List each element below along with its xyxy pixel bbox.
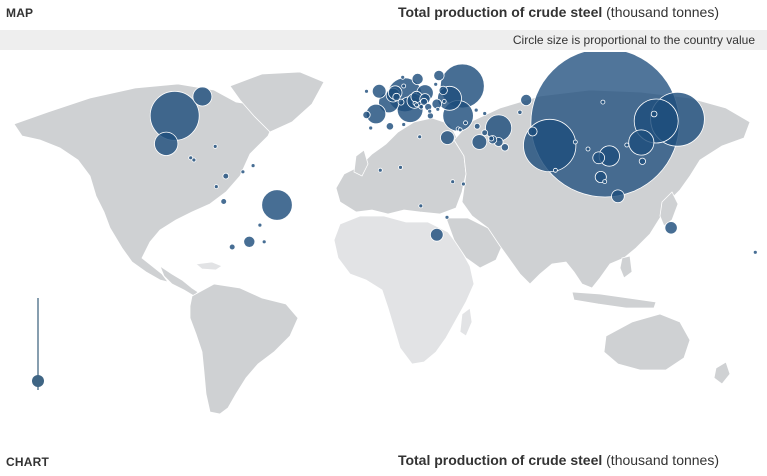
landmass-north-america <box>13 83 277 283</box>
bubble-saudi-arabia[interactable] <box>471 134 488 150</box>
bubble-jordan[interactable] <box>457 127 463 133</box>
bubble-bosnia-and-herzegovina[interactable] <box>418 104 424 110</box>
bubble-brazil[interactable] <box>261 189 293 221</box>
bubble-australia[interactable] <box>664 221 678 235</box>
bubble-korea-dpr[interactable] <box>650 110 658 118</box>
bubble-luxembourg[interactable] <box>392 92 401 102</box>
world-bubble-map[interactable] <box>0 52 767 442</box>
bubble-mexico[interactable] <box>154 131 179 156</box>
landmass-arabia <box>445 217 503 269</box>
bubble-sweden[interactable] <box>411 72 424 85</box>
size-legend[interactable] <box>32 298 44 390</box>
bubble-chile[interactable] <box>228 243 236 251</box>
bubble-finland[interactable] <box>433 69 445 82</box>
bubble-azerbaijan[interactable] <box>482 111 488 116</box>
bubble-taiwan[interactable] <box>628 129 655 156</box>
bubble-angola[interactable] <box>418 203 424 209</box>
bubble-oman[interactable] <box>500 143 509 152</box>
bubble-macedonia[interactable] <box>427 108 433 114</box>
bubble-ghana[interactable] <box>377 167 383 173</box>
bubble-uzbekistan[interactable] <box>517 109 523 115</box>
landmass-new-zealand <box>713 361 731 385</box>
chart-title: Total production of crude steel (thousan… <box>398 452 719 468</box>
bubble-philippines[interactable] <box>638 157 647 165</box>
landmass-madagascar <box>459 307 473 337</box>
bubble-zimbabwe[interactable] <box>444 214 450 220</box>
bubble-colombia[interactable] <box>222 172 230 180</box>
bubble-kuwait[interactable] <box>481 129 489 136</box>
bubble-peru[interactable] <box>220 198 228 205</box>
bubble-guatemala[interactable] <box>188 155 194 161</box>
bubble-venezuela[interactable] <box>240 169 246 175</box>
bubble-tunisia[interactable] <box>401 122 407 127</box>
landmass-greenland <box>229 71 325 133</box>
proportional-note: Circle size is proportional to the count… <box>512 33 755 47</box>
map-title-unit: (thousand tonnes) <box>606 4 719 20</box>
bubble-kenya[interactable] <box>460 181 466 187</box>
bubble-argentina[interactable] <box>243 235 256 248</box>
bubble-libya[interactable] <box>417 134 423 140</box>
bubble-iraq[interactable] <box>473 123 481 130</box>
bubble-algeria[interactable] <box>385 122 394 131</box>
bubble-united-states[interactable] <box>149 90 200 141</box>
bubble-switzerland[interactable] <box>397 98 405 106</box>
bubble-moldova[interactable] <box>441 99 447 104</box>
bubble-pakistan[interactable] <box>527 126 538 137</box>
bubble-denmark[interactable] <box>401 83 407 89</box>
bubble-kazakhstan[interactable] <box>520 94 533 107</box>
bubble-myanmar[interactable] <box>585 146 591 152</box>
landmass-great-britain <box>353 149 369 177</box>
map-title-text: Total production of crude steel <box>397 4 603 20</box>
landmass-caribbean <box>195 261 223 271</box>
landmass-south-america <box>189 283 299 415</box>
bubble-croatia[interactable] <box>414 102 419 108</box>
bubble-morocco[interactable] <box>368 125 374 131</box>
bubble-hungary[interactable] <box>420 97 428 106</box>
bubble-paraguay[interactable] <box>257 222 263 228</box>
bubble-bulgaria[interactable] <box>435 106 441 112</box>
bubble-el-salvador[interactable] <box>191 157 197 163</box>
bubble-united-kingdom[interactable] <box>371 83 387 99</box>
bubble-south-africa[interactable] <box>429 228 444 242</box>
landmass-japan <box>659 191 679 227</box>
bubble-cuba[interactable] <box>212 144 218 149</box>
bubble-syria[interactable] <box>463 120 468 126</box>
proportional-note-bar: Circle size is proportional to the count… <box>0 30 767 50</box>
bubble-bangladesh[interactable] <box>572 139 578 145</box>
bubble-singapore[interactable] <box>602 179 608 185</box>
bubble-georgia[interactable] <box>473 107 479 113</box>
bubble-portugal[interactable] <box>362 110 371 120</box>
map-section-label: MAP <box>6 6 34 20</box>
bubble-ireland[interactable] <box>364 88 369 94</box>
bubble-layer <box>149 52 758 255</box>
bubble-belarus[interactable] <box>438 85 448 96</box>
bubble-trinidad-and-tobago[interactable] <box>250 163 256 168</box>
chart-section-label: CHART <box>6 455 49 469</box>
landmass-indonesia <box>571 291 657 309</box>
bubble-sri-lanka[interactable] <box>553 167 558 173</box>
chart-title-unit: (thousand tonnes) <box>606 452 719 468</box>
bubble-latvia[interactable] <box>433 81 439 87</box>
bubble-thailand[interactable] <box>592 151 605 165</box>
bubble-indonesia[interactable] <box>611 189 625 204</box>
bubble-nigeria[interactable] <box>398 165 403 170</box>
bubble-norway[interactable] <box>400 74 406 80</box>
bubble-uruguay[interactable] <box>261 239 267 245</box>
size-legend-handle[interactable] <box>32 375 44 387</box>
bubble-uganda[interactable] <box>450 179 456 185</box>
bubble-canada[interactable] <box>192 86 213 107</box>
bubble-mongolia[interactable] <box>600 99 606 105</box>
bubble-bahrain[interactable] <box>488 135 495 142</box>
bubble-ecuador[interactable] <box>213 184 219 190</box>
bubble-new-zealand[interactable] <box>752 249 758 255</box>
landmass-africa <box>333 215 475 365</box>
bubble-hong-kong[interactable] <box>624 142 630 148</box>
bubble-greece[interactable] <box>426 112 434 120</box>
chart-title-text: Total production of crude steel <box>397 452 603 468</box>
bubble-egypt[interactable] <box>440 130 455 145</box>
landmass-australia <box>603 313 691 371</box>
map-title: Total production of crude steel (thousan… <box>398 4 719 20</box>
landmass-philippines <box>619 255 633 279</box>
